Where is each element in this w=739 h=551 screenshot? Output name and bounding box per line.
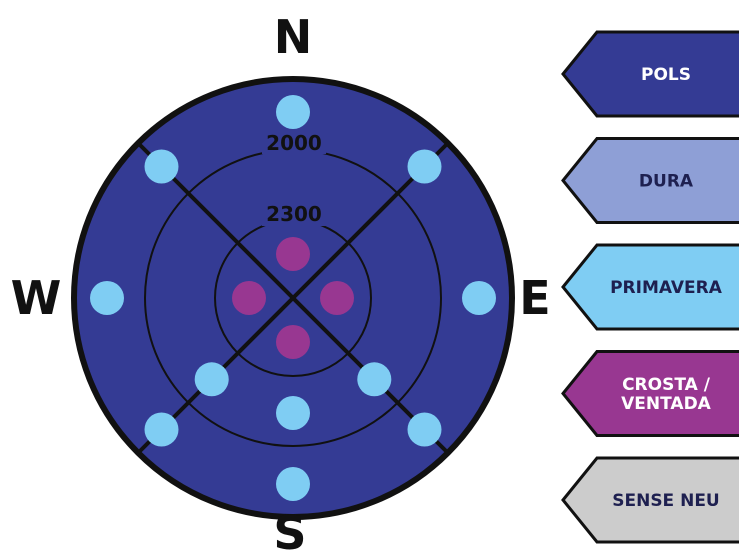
legend: POLS DURA PRIMAVERA CROSTA /VENTADA SENSE NE…: [561, 30, 739, 544]
legend-arrow-dura: [561, 137, 739, 224]
ring-label-2000-mask: [262, 130, 326, 154]
marker-above-2300-e: [320, 281, 354, 315]
legend-arrow-pols: [561, 30, 739, 118]
ring-label-2000: 2000: [266, 131, 322, 155]
legend-arrow-primavera: [561, 243, 739, 331]
marker-above-2300-n: [276, 237, 310, 271]
legend-item-sense-neu: SENSE NEU: [561, 456, 739, 544]
legend-item-crosta-ventada: CROSTA /VENTADA: [561, 350, 739, 437]
legend-label-dura: DURA: [639, 172, 694, 192]
ring-label-2300: 2300: [266, 202, 322, 226]
compass-east-label: E: [519, 271, 550, 325]
marker-between-2000-2300-sw: [194, 362, 229, 397]
legend-label-primavera: PRIMAVERA: [610, 278, 723, 298]
legend-label-crosta-ventada-1: CROSTA /: [622, 375, 711, 395]
marker-above-2000-nw: [144, 149, 179, 184]
compass-south-label: S: [273, 506, 306, 551]
ring-label-2300-mask: [262, 202, 326, 226]
legend-item-primavera: PRIMAVERA: [561, 243, 739, 331]
marker-above-2300-s: [276, 325, 310, 359]
compass-north-label: N: [274, 10, 313, 64]
marker-above-2000-s: [276, 467, 310, 501]
legend-arrow-crosta-ventada: [561, 350, 739, 437]
marker-above-2000-sw: [144, 412, 179, 447]
sector-dividers: [136, 141, 450, 455]
legend-label-pols: POLS: [641, 65, 691, 85]
compass-west-label: W: [11, 271, 62, 325]
legend-item-pols: POLS: [561, 30, 739, 118]
marker-above-2300-w: [232, 281, 266, 315]
sector-divider-2: [136, 141, 450, 455]
legend-label-sense-neu: SENSE NEU: [612, 491, 720, 511]
marker-above-2000-w: [90, 281, 124, 315]
marker-above-2000-e: [462, 281, 496, 315]
marker-above-2000-se: [407, 412, 442, 447]
marker-above-2000-n: [276, 95, 310, 129]
marker-between-2000-2300-se: [357, 362, 392, 397]
snow-markers: [90, 95, 496, 501]
marker-between-2000-2300-s: [276, 396, 310, 430]
legend-item-dura: DURA: [561, 137, 739, 224]
marker-above-2000-ne: [407, 149, 442, 184]
legend-arrow-sense-neu: [561, 456, 739, 544]
legend-label-crosta-ventada-2: VENTADA: [621, 394, 712, 414]
